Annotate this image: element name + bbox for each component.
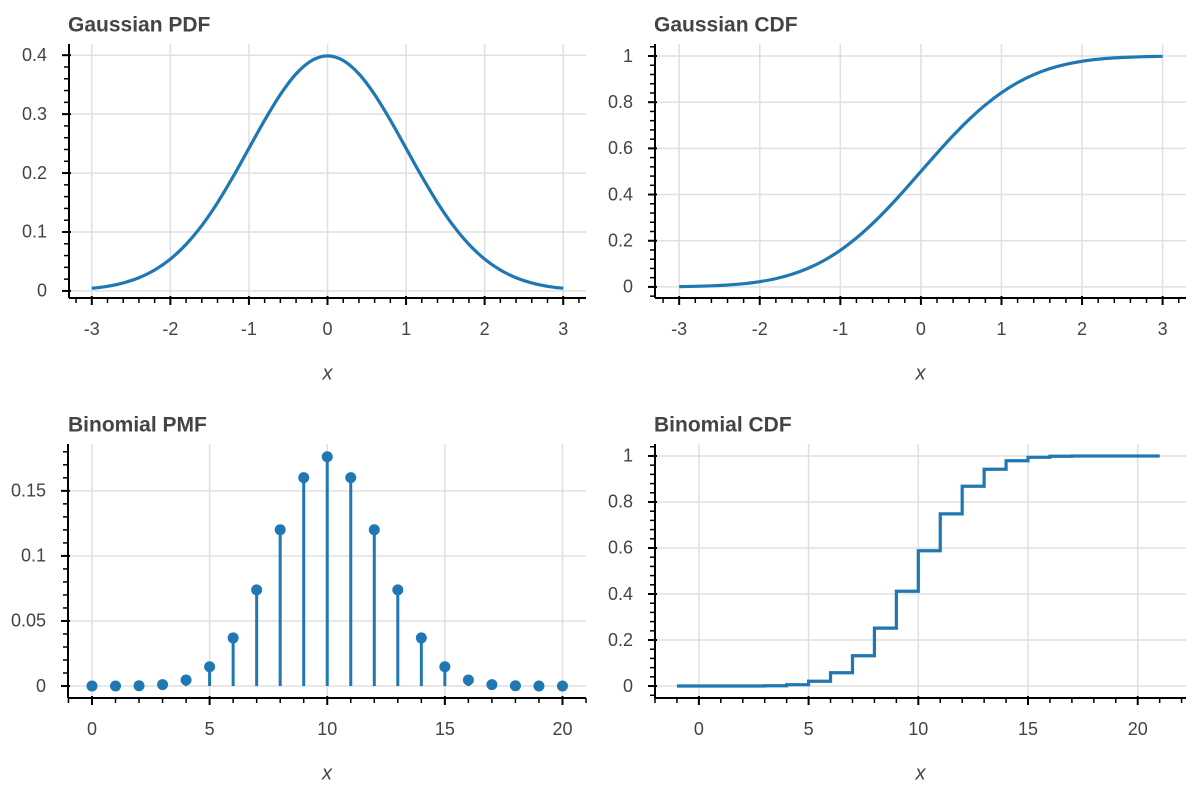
stem-marker bbox=[227, 632, 239, 644]
x-tick-label: 0 bbox=[694, 719, 704, 739]
x-axis-label: x bbox=[321, 762, 333, 784]
x-tick-label: 1 bbox=[401, 319, 411, 339]
plot-title: Gaussian CDF bbox=[654, 14, 798, 37]
x-tick-label: 3 bbox=[1158, 319, 1168, 339]
x-tick-label: 0 bbox=[916, 319, 926, 339]
x-tick-label: 3 bbox=[558, 319, 568, 339]
x-tick-label: 15 bbox=[435, 719, 455, 739]
y-tick-label: 0.05 bbox=[11, 611, 46, 631]
stem-marker bbox=[415, 632, 427, 644]
stem-marker bbox=[556, 680, 568, 692]
stem-marker bbox=[486, 679, 498, 691]
y-tick-label: 0.6 bbox=[608, 138, 633, 158]
series-line bbox=[91, 54, 564, 290]
y-tick-label: 0 bbox=[623, 676, 633, 696]
stem-marker bbox=[321, 451, 333, 463]
x-axis-label: x bbox=[322, 362, 334, 384]
plot-title: Binomial CDF bbox=[654, 414, 792, 437]
stem-marker bbox=[345, 472, 357, 484]
y-tick-label: 0.2 bbox=[608, 230, 633, 250]
y-tick-label: 0.4 bbox=[608, 584, 633, 604]
stem-marker bbox=[204, 661, 216, 673]
step-line bbox=[676, 454, 1160, 688]
y-tick-label: 0 bbox=[623, 277, 633, 297]
x-tick-label: 10 bbox=[317, 719, 337, 739]
x-tick-label: 10 bbox=[908, 719, 928, 739]
stem-marker bbox=[509, 680, 521, 692]
y-tick-label: 0.8 bbox=[608, 492, 633, 512]
subplot-gaussian-cdf: Gaussian CDF -3 -2 -1 0 1 2 3 0 0.2 0.4 0.6 0.8 1 x bbox=[608, 14, 1186, 384]
y-tick-label: 0.2 bbox=[608, 630, 633, 650]
stem-marker bbox=[157, 679, 169, 691]
x-tick-label: 2 bbox=[480, 319, 490, 339]
y-tick-label: 0 bbox=[37, 281, 47, 301]
x-tick-label: -3 bbox=[671, 319, 687, 339]
stem-marker bbox=[533, 680, 545, 692]
subplot-binomial-pmf: Binomial PMF 0 5 10 15 20 0 0.05 0.1 0.15 x bbox=[11, 414, 587, 784]
stem-marker bbox=[86, 680, 98, 692]
x-axis-label: x bbox=[915, 362, 927, 384]
x-tick-label: -2 bbox=[162, 319, 178, 339]
stem-marker bbox=[251, 584, 263, 596]
x-tick-label: 0 bbox=[322, 319, 332, 339]
x-tick-label: 20 bbox=[552, 719, 572, 739]
y-tick-label: 0.1 bbox=[21, 546, 46, 566]
x-tick-label: 15 bbox=[1018, 719, 1038, 739]
stem-marker bbox=[392, 584, 404, 596]
stem-marker bbox=[274, 524, 286, 536]
x-tick-label: -3 bbox=[84, 319, 100, 339]
x-tick-label: -1 bbox=[241, 319, 257, 339]
x-axis-label: x bbox=[915, 762, 927, 784]
y-tick-label: 0.4 bbox=[22, 45, 47, 65]
series-line bbox=[679, 54, 1163, 289]
y-tick-label: 1 bbox=[623, 46, 633, 66]
stem-marker bbox=[133, 680, 145, 692]
y-tick-label: 0 bbox=[36, 676, 46, 696]
x-tick-label: 5 bbox=[205, 719, 215, 739]
y-tick-label: 0.1 bbox=[22, 222, 47, 242]
y-tick-label: 0.4 bbox=[608, 184, 633, 204]
stem-marker bbox=[298, 472, 310, 484]
y-tick-label: 0.8 bbox=[608, 92, 633, 112]
plot-title: Gaussian PDF bbox=[68, 14, 211, 37]
x-tick-label: 20 bbox=[1128, 719, 1148, 739]
x-tick-label: 5 bbox=[804, 719, 814, 739]
x-tick-label: 1 bbox=[996, 319, 1006, 339]
stem-marker bbox=[180, 674, 192, 686]
subplot-gaussian-pdf: Gaussian PDF -3 -2 -1 0 1 2 3 0 0.1 0.2 0.3 0.4 x bbox=[22, 14, 586, 384]
stem-marker bbox=[368, 524, 380, 536]
plot-title: Binomial PMF bbox=[68, 414, 207, 437]
x-tick-label: -1 bbox=[832, 319, 848, 339]
stem-marker bbox=[439, 661, 451, 673]
x-tick-label: 2 bbox=[1077, 319, 1087, 339]
subplot-binomial-cdf: Binomial CDF 0 5 10 15 20 0 0.2 0.4 0.6 0.8 1 x bbox=[608, 414, 1186, 784]
stem-marker bbox=[110, 680, 122, 692]
y-tick-label: 0.3 bbox=[22, 104, 47, 124]
y-tick-label: 1 bbox=[623, 446, 633, 466]
stem-marker bbox=[462, 674, 474, 686]
y-tick-label: 0.2 bbox=[22, 163, 47, 183]
x-tick-label: -2 bbox=[752, 319, 768, 339]
y-tick-label: 0.15 bbox=[11, 481, 46, 501]
y-tick-label: 0.6 bbox=[608, 538, 633, 558]
x-tick-label: 0 bbox=[87, 719, 97, 739]
